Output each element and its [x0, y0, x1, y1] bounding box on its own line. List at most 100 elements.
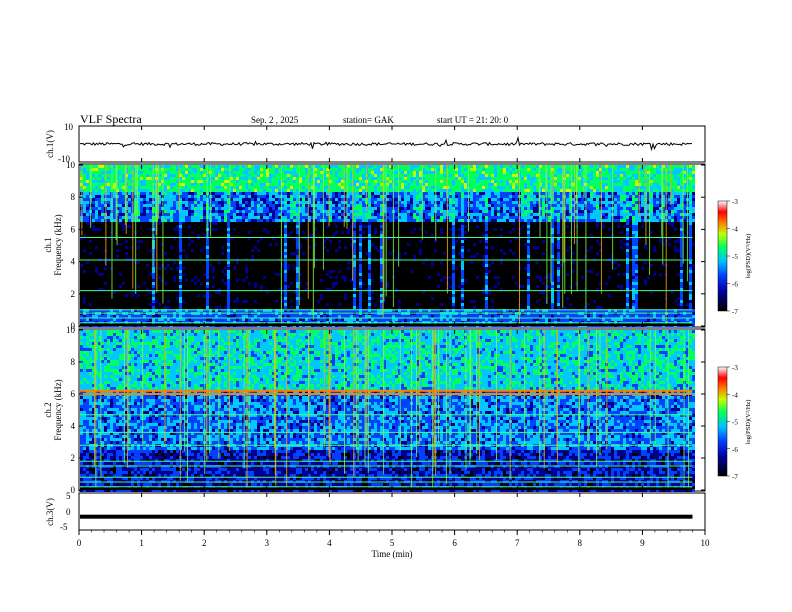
spec-cell — [212, 189, 215, 192]
spec-cell — [260, 255, 263, 258]
spec-cell — [296, 243, 299, 246]
spec-cell — [326, 186, 329, 189]
spec-cell — [116, 249, 119, 252]
spec-cell — [92, 300, 95, 303]
spec-cell — [200, 231, 203, 234]
spec-cell — [353, 207, 356, 210]
spec-cell — [278, 171, 281, 174]
spec-cell — [218, 192, 221, 195]
spec-cell — [173, 174, 176, 177]
spec-cell — [257, 225, 260, 228]
spec-cell — [224, 273, 227, 276]
spec-cell — [140, 222, 143, 225]
spec-cell — [263, 207, 266, 210]
spec-cell — [98, 246, 101, 249]
spec-cell — [170, 195, 173, 198]
spec-cell — [152, 291, 155, 294]
spec-cell — [326, 180, 329, 183]
spec-cell — [302, 291, 305, 294]
spec-cell — [224, 192, 227, 195]
spec-cell — [287, 243, 290, 246]
spec-cell — [212, 225, 215, 228]
spec-cell — [206, 309, 209, 312]
spec-cell — [113, 222, 116, 225]
spec-cell — [158, 291, 161, 294]
spec-cell — [203, 237, 206, 240]
spec-cell — [290, 282, 293, 285]
spec-cell — [251, 204, 254, 207]
spec-cell — [224, 297, 227, 300]
spec-cell — [332, 219, 335, 222]
spec-cell — [242, 234, 245, 237]
spec-cell — [218, 288, 221, 291]
spec-cell — [95, 243, 98, 246]
spec-cell — [233, 294, 236, 297]
spec-cell — [125, 252, 128, 255]
spec-cell — [95, 168, 98, 171]
spec-cell — [146, 243, 149, 246]
spec-cell — [203, 201, 206, 204]
spec-cell — [152, 282, 155, 285]
spec-cell — [272, 282, 275, 285]
spec-cell — [290, 291, 293, 294]
spec-cell — [248, 183, 251, 186]
spec-cell — [266, 165, 269, 168]
spec-cell — [149, 180, 152, 183]
spec-cell — [176, 228, 179, 231]
spec-cell — [275, 261, 278, 264]
spec-cell — [242, 216, 245, 219]
spec-cell — [245, 300, 248, 303]
spec-cell — [317, 252, 320, 255]
spec-cell — [296, 171, 299, 174]
spec-cell — [263, 222, 266, 225]
spec-cell — [257, 240, 260, 243]
spec-cell — [146, 201, 149, 204]
spec-cell — [95, 198, 98, 201]
spec-cell — [236, 300, 239, 303]
spec-cell — [188, 195, 191, 198]
spec-cell — [182, 288, 185, 291]
spec-cell — [227, 195, 230, 198]
spec-cell — [98, 276, 101, 279]
spec-cell — [266, 204, 269, 207]
spec-cell — [128, 276, 131, 279]
spec-cell — [218, 315, 221, 318]
spec-cell — [275, 210, 278, 213]
spec-cell — [302, 288, 305, 291]
spec-cell — [194, 189, 197, 192]
spec-cell — [188, 285, 191, 288]
spec-cell — [221, 216, 224, 219]
spec-cell — [92, 174, 95, 177]
spec-cell — [317, 216, 320, 219]
spec-cell — [80, 237, 83, 240]
spec-cell — [212, 168, 215, 171]
spec-cell — [329, 198, 332, 201]
spec-cell — [323, 285, 326, 288]
spec-cell — [257, 282, 260, 285]
spec-cell — [305, 210, 308, 213]
spec-cell — [308, 249, 311, 252]
spec-cell — [281, 174, 284, 177]
spec-cell — [263, 204, 266, 207]
spec-cell — [224, 300, 227, 303]
spec-cell — [200, 303, 203, 306]
spec-cell — [242, 261, 245, 264]
spec-cell — [257, 180, 260, 183]
spec-cell — [239, 198, 242, 201]
spec-cell — [176, 231, 179, 234]
spec-cell — [239, 264, 242, 267]
spec-cell — [314, 306, 317, 309]
spec-cell — [113, 198, 116, 201]
spec-cell — [95, 201, 98, 204]
spec-cell — [260, 240, 263, 243]
spec-cell — [140, 237, 143, 240]
spec-cell — [314, 246, 317, 249]
spec-cell — [257, 279, 260, 282]
spec-cell — [221, 303, 224, 306]
spec-cell — [197, 285, 200, 288]
spec-cell — [122, 198, 125, 201]
spec-cell — [110, 303, 113, 306]
spec-cell — [242, 171, 245, 174]
spec-cell — [320, 273, 323, 276]
spec-cell — [299, 255, 302, 258]
